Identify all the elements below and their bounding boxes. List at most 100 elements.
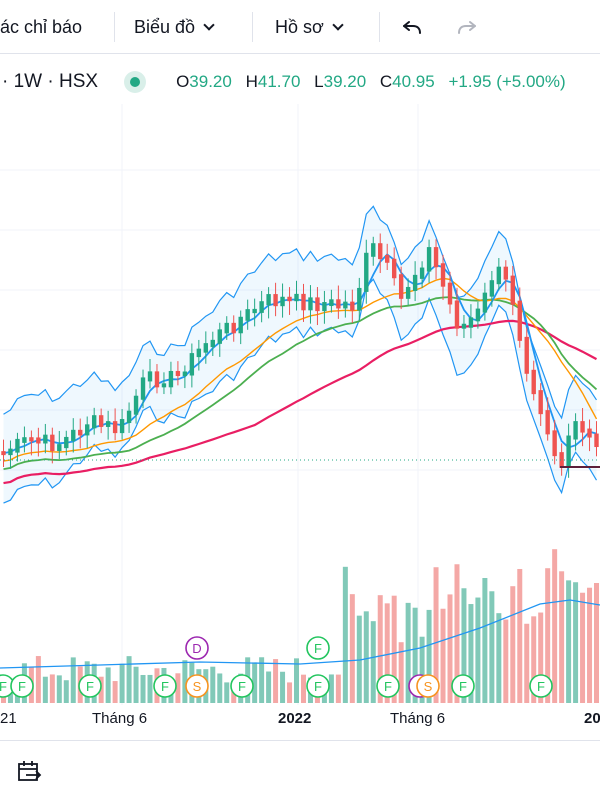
volume-bar — [224, 682, 230, 703]
event-badge — [230, 674, 254, 698]
volume-bar — [335, 674, 341, 703]
candle-body — [378, 243, 383, 260]
x-tick-label: 21 — [0, 710, 17, 727]
event-badge — [306, 674, 330, 698]
candle-body — [398, 274, 404, 299]
event-badge-label: F — [314, 641, 322, 656]
volume-bar — [182, 660, 188, 703]
candle-body — [364, 252, 369, 292]
candle-body — [524, 336, 529, 374]
chart-type-label: Biểu đồ — [134, 16, 196, 37]
candle-body — [447, 282, 453, 305]
event-badge — [153, 674, 177, 698]
candle-body — [252, 308, 257, 314]
volume-bar — [538, 612, 544, 703]
event-badge-label: F — [0, 679, 7, 694]
volume-bar — [580, 592, 586, 703]
candle-body — [587, 428, 592, 438]
bollinger-band-fill — [3, 206, 597, 504]
candle-body — [182, 371, 188, 377]
candle-body — [440, 263, 446, 287]
candle-body — [98, 415, 104, 427]
candle-body — [266, 294, 271, 306]
undo-icon — [403, 21, 421, 34]
redo-icon — [458, 21, 476, 34]
event-badge-label: F — [238, 679, 246, 694]
volume-bar — [440, 608, 446, 703]
candle-body — [510, 275, 515, 305]
volume-bar — [42, 676, 48, 703]
candle-body — [503, 266, 509, 280]
volume-bar — [559, 571, 565, 703]
toolbar-divider — [114, 12, 115, 42]
candle-body — [8, 448, 13, 456]
candle-body — [245, 309, 250, 321]
x-tick-label: 20 — [584, 710, 600, 727]
volume-bar — [259, 657, 265, 703]
candle-body — [315, 297, 320, 312]
candle-body — [496, 266, 502, 285]
event-badge-label: F — [18, 679, 26, 694]
candle-body — [196, 348, 202, 358]
volume-bar — [300, 674, 306, 703]
close-value: 40.95 — [392, 72, 435, 91]
volume-bar — [573, 582, 579, 703]
candle-body — [224, 322, 229, 334]
date-range-button[interactable] — [16, 759, 42, 790]
candle-body — [385, 255, 390, 263]
moving-average-long — [3, 319, 598, 485]
candle-body — [371, 243, 376, 257]
volume-bar — [454, 564, 460, 703]
symbol-info[interactable]: · 1W · HSX — [2, 71, 99, 92]
volume-bar — [566, 580, 572, 703]
indicators-label: ác chỉ báo — [0, 16, 83, 37]
volume-bar — [426, 609, 432, 703]
volume-bar — [489, 591, 495, 703]
volume-bar — [398, 642, 404, 703]
low-value: 39.20 — [323, 72, 367, 91]
volume-bar — [98, 676, 104, 703]
volume-bar — [391, 595, 397, 703]
symbol-legend: · 1W · HSX O39.20 H41.70 L39.20 C40.95 +… — [0, 62, 600, 102]
volume-bar — [105, 667, 111, 703]
volume-bar — [133, 666, 139, 703]
volume-bar — [552, 549, 558, 703]
candle-body — [112, 421, 118, 434]
event-badge — [185, 674, 209, 698]
undo-button[interactable] — [400, 0, 424, 54]
candle-body — [22, 437, 27, 443]
candle-body — [391, 258, 397, 279]
volume-bar — [280, 671, 286, 703]
candle-body — [231, 322, 236, 334]
candle-body — [433, 247, 439, 268]
volume-bar — [112, 681, 118, 703]
volume-bar — [412, 607, 418, 703]
market-status-icon[interactable] — [124, 71, 147, 93]
redo-button[interactable] — [455, 0, 479, 54]
profile-button[interactable]: Hồ sơ — [275, 0, 344, 54]
volume-bar — [356, 615, 362, 703]
chart-type-button[interactable]: Biểu đồ — [134, 0, 215, 54]
event-badge-label: F — [384, 679, 392, 694]
open-value: 39.20 — [189, 72, 232, 91]
candle-body — [57, 444, 62, 452]
candle-body — [287, 296, 292, 302]
volume-bar — [119, 663, 125, 703]
candle-body — [552, 430, 557, 457]
event-badge-label: F — [161, 679, 169, 694]
event-badge-label: F — [314, 679, 322, 694]
indicators-button[interactable]: ác chỉ báo — [0, 0, 82, 54]
candle-body — [482, 292, 488, 313]
candle-body — [64, 436, 69, 449]
candle-body — [343, 301, 348, 309]
x-tick-label: Tháng 6 — [92, 710, 148, 727]
toolbar-divider — [379, 12, 380, 42]
event-badge-label: F — [537, 679, 545, 694]
candle-body — [50, 434, 55, 452]
candle-body — [426, 247, 432, 272]
volume-bar — [545, 568, 551, 703]
candle-body — [71, 429, 76, 441]
candle-body — [175, 370, 181, 377]
candle-body — [336, 299, 341, 309]
